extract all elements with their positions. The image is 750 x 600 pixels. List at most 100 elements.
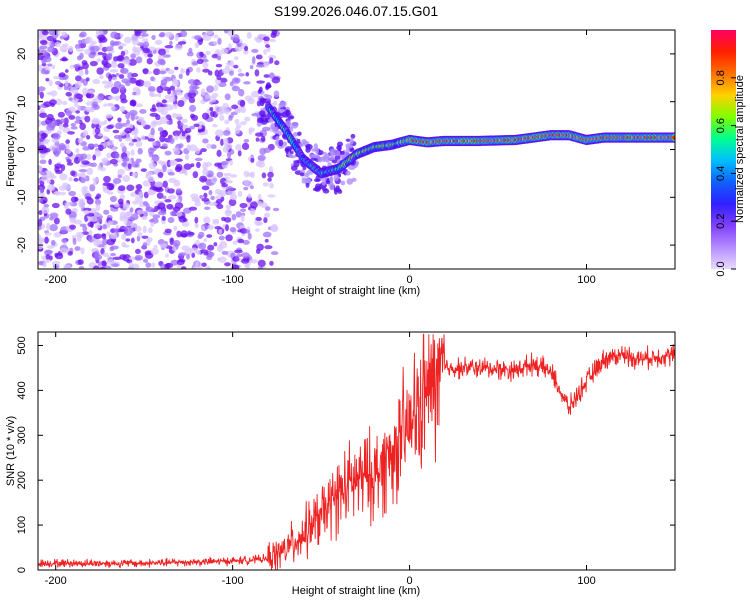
noise-blob (61, 100, 68, 106)
noise-blob (39, 191, 45, 197)
noise-blob (247, 193, 252, 199)
noise-blob (216, 149, 222, 157)
noise-blob (158, 70, 167, 75)
noise-blob (142, 225, 147, 234)
noise-blob (291, 121, 299, 129)
noise-blob (114, 203, 120, 208)
noise-blob (110, 60, 118, 69)
noise-blob (273, 90, 280, 98)
noise-blob (69, 224, 76, 230)
noise-blob (215, 195, 222, 200)
noise-blob (61, 238, 67, 243)
noise-blob (54, 147, 62, 155)
noise-blob (94, 196, 100, 200)
y-tick-label: 400 (16, 381, 28, 399)
noise-blob (43, 259, 51, 263)
noise-blob (147, 190, 157, 196)
noise-blob (129, 109, 138, 117)
noise-blob (254, 36, 264, 42)
noise-blob (184, 127, 192, 134)
noise-blob (231, 264, 240, 269)
noise-blob (118, 134, 123, 142)
noise-blob (198, 242, 207, 250)
noise-blob (47, 184, 55, 191)
noise-blob (62, 182, 69, 187)
noise-blob (212, 218, 220, 223)
noise-blob (235, 211, 242, 218)
noise-blob (72, 237, 77, 245)
noise-blob (78, 266, 85, 269)
noise-blob (97, 51, 104, 56)
noise-blob (112, 129, 120, 134)
noise-blob (40, 40, 48, 46)
noise-blob (151, 104, 156, 111)
figure-title: S199.2026.046.07.15.G01 (274, 3, 438, 19)
noise-blob (170, 210, 177, 217)
noise-blob (297, 131, 302, 136)
noise-blob (207, 173, 213, 178)
noise-blob (74, 81, 82, 89)
noise-blob (229, 81, 234, 87)
noise-blob (255, 64, 265, 68)
noise-blob (94, 198, 101, 206)
spectrogram-y-ticks: 20 10 0 -10 -20 (16, 48, 675, 253)
noise-blob (155, 187, 164, 193)
noise-blob (183, 163, 192, 170)
noise-blob (192, 171, 199, 179)
noise-blob (197, 234, 203, 240)
noise-blob (41, 30, 49, 36)
noise-blob (52, 37, 57, 42)
noise-blob (78, 33, 85, 38)
spectrogram-x-ticks: -200 -100 0 100 (45, 30, 596, 286)
noise-blob (173, 179, 181, 187)
noise-blob (219, 77, 228, 83)
noise-blob (78, 201, 86, 209)
noise-blob (178, 252, 187, 257)
noise-blob (267, 171, 274, 178)
noise-blob (85, 196, 92, 200)
noise-blob (196, 58, 204, 65)
noise-blob (172, 130, 182, 137)
noise-blob (140, 168, 147, 172)
noise-blob (164, 228, 172, 234)
noise-blob (141, 235, 149, 239)
noise-blob (216, 55, 222, 61)
noise-blob (243, 180, 250, 186)
noise-blob (219, 114, 225, 121)
noise-blob (115, 72, 120, 77)
noise-blob (110, 245, 119, 250)
noise-blob (263, 36, 270, 42)
noise-blob (156, 85, 164, 94)
noise-blob (107, 139, 114, 146)
noise-blob (229, 193, 238, 201)
y-tick-label: 100 (16, 516, 28, 534)
noise-blob (118, 45, 124, 50)
noise-blob (70, 170, 76, 177)
noise-blob (225, 234, 233, 242)
noise-blob (162, 180, 168, 189)
noise-blob (77, 138, 84, 144)
noise-blob (157, 210, 167, 216)
noise-blob (194, 35, 202, 41)
noise-blob (110, 31, 119, 39)
noise-blob (239, 202, 248, 209)
noise-blob (77, 66, 84, 71)
noise-blob (61, 56, 68, 62)
noise-blob (117, 168, 126, 176)
noise-blob (190, 193, 199, 200)
noise-blob (187, 91, 197, 99)
noise-blob (269, 57, 274, 64)
noise-blob (241, 252, 250, 258)
noise-blob (54, 80, 62, 86)
noise-blob (41, 62, 47, 67)
noise-blob (123, 212, 130, 220)
noise-blob (188, 97, 196, 104)
y-tick-label: 20 (16, 48, 28, 60)
noise-blob (216, 171, 224, 178)
noise-blob (203, 192, 208, 199)
noise-blob (256, 80, 266, 84)
noise-blob (169, 160, 175, 166)
noise-blob (271, 30, 278, 36)
noise-blob (331, 159, 338, 164)
